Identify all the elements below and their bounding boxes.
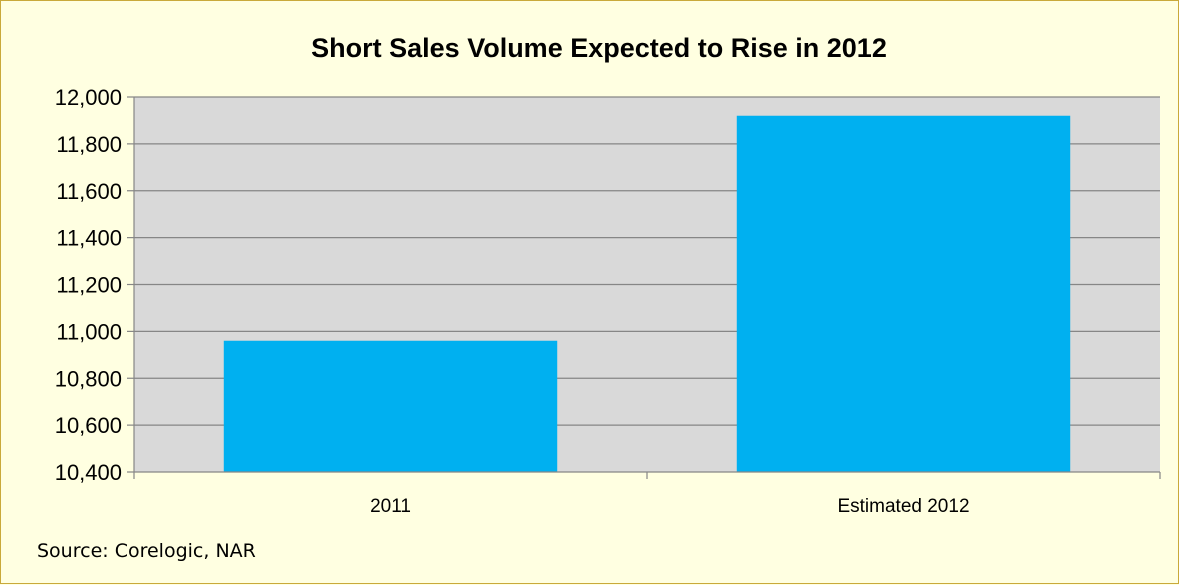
x-tick-label: 2011 (370, 496, 411, 517)
chart-title: Short Sales Volume Expected to Rise in 2… (311, 33, 887, 63)
y-tick-label: 12,000 (55, 85, 122, 110)
bars (223, 115, 1071, 472)
bar (736, 115, 1071, 472)
y-tick-label: 11,800 (56, 132, 122, 157)
y-tick-label: 11,000 (56, 319, 122, 344)
source-note: Source: Corelogic, NAR (37, 540, 256, 562)
axes (127, 96, 1161, 479)
y-tick-label: 10,600 (55, 413, 122, 438)
y-tick-labels: 10,400 10,600 10,800 11,000 11,200 11,400 11,6… (55, 85, 122, 485)
y-tick-label: 11,600 (56, 179, 122, 204)
y-tick-label: 10,400 (55, 460, 122, 485)
y-tick-label: 11,200 (56, 273, 122, 298)
y-tick-label: 11,400 (56, 226, 122, 251)
x-tick-labels: 2011 Estimated 2012 (370, 496, 969, 517)
y-tick-label: 10,800 (55, 366, 122, 391)
bar (223, 340, 558, 472)
x-tick-label: Estimated 2012 (837, 496, 969, 517)
